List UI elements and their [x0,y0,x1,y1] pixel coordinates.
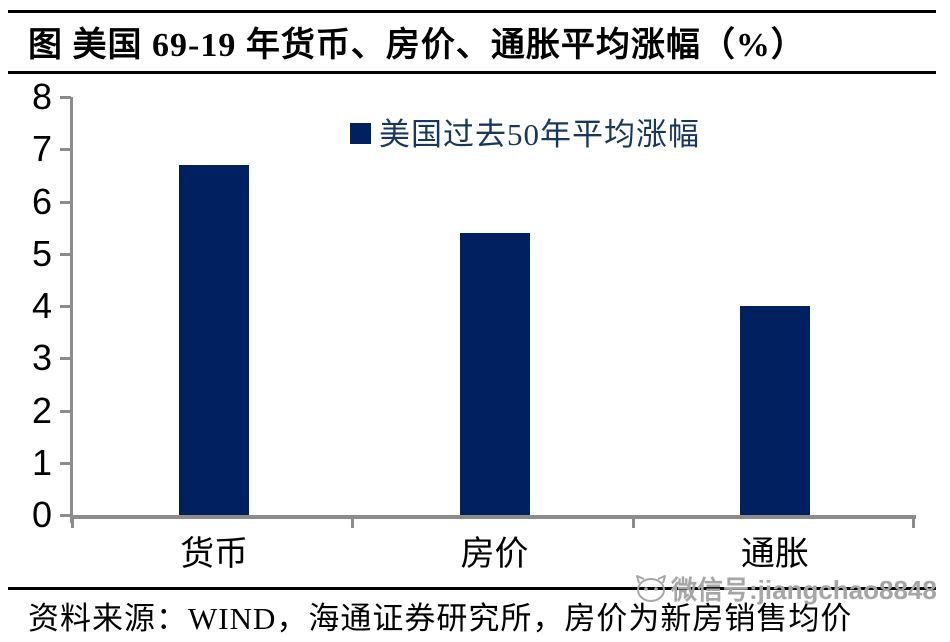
legend-swatch-icon [350,122,371,144]
y-tick-label: 7 [31,128,52,170]
y-tick-mark [60,200,71,204]
bar-货币 [179,164,250,515]
y-tick-mark [60,357,71,361]
watermark-label: 微信号:jiangchao8848 [671,575,937,605]
legend-label: 美国过去50年平均涨幅 [379,117,700,152]
y-axis-line [70,97,73,523]
x-tick-mark [71,519,74,528]
y-tick-label: 3 [31,337,52,379]
chart-legend: 美国过去50年平均涨幅 [350,109,700,154]
y-tick-mark [60,96,71,99]
y-tick-label: 0 [31,494,52,535]
title-divider [8,71,936,74]
category-label: 货币 [180,536,249,573]
y-tick-label: 8 [31,76,52,117]
y-tick-label: 2 [31,389,52,431]
x-tick-mark [631,519,635,528]
cat-face-icon [636,574,666,602]
category-label: 房价 [460,536,529,573]
y-tick-label: 6 [31,180,52,222]
top-divider [8,10,936,13]
category-label: 通胀 [740,536,809,573]
x-tick-mark [351,519,355,528]
bottom-divider [8,587,936,590]
y-tick-label: 5 [31,232,52,274]
y-tick-mark [60,148,71,152]
y-tick-label: 4 [31,285,52,326]
x-tick-mark [912,519,915,528]
y-tick-mark [60,461,71,465]
y-tick-mark [60,409,71,413]
x-axis-line [70,515,916,519]
chart-title: 图 美国 69-19 年货币、房价、通胀平均涨幅（%） [28,27,806,64]
bar-房价 [459,232,530,515]
y-tick-mark [60,252,71,256]
y-tick-mark [60,514,71,517]
watermark: 微信号:jiangchao8848 [633,570,937,607]
y-tick-label: 1 [31,441,52,483]
y-tick-mark [60,305,71,308]
bar-通胀 [739,306,810,515]
data-source-note: 资料来源：WIND，海通证券研究所，房价为新房销售均价 [28,601,853,636]
